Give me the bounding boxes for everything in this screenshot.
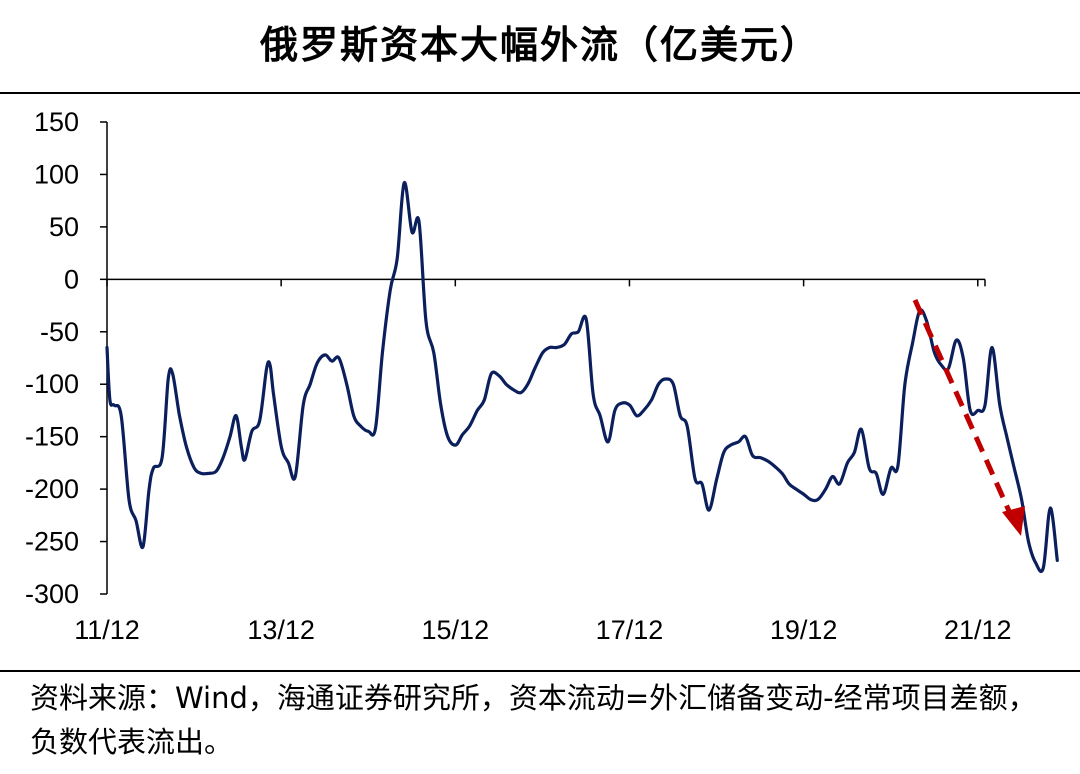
- series-line: [105, 181, 1059, 574]
- y-tick-label: 50: [49, 212, 79, 242]
- x-tick-label: 13/12: [247, 615, 315, 645]
- y-axis: 150 100 50 0 -50 -100 -150 -200 -250 -300: [25, 107, 108, 609]
- trend-arrow-shaft: [912, 298, 1016, 522]
- x-tick-label: 17/12: [596, 615, 664, 645]
- y-tick-label: -200: [25, 474, 79, 504]
- y-tick-label: 150: [34, 107, 79, 137]
- y-tick-label: -100: [25, 369, 79, 399]
- y-tick-label: -50: [40, 317, 79, 347]
- chart-title: 俄罗斯资本大幅外流（亿美元）: [259, 22, 820, 67]
- y-tick-label: -300: [25, 579, 79, 609]
- title-divider: [0, 92, 1080, 94]
- y-tick-label: -150: [25, 422, 79, 452]
- x-axis: 11/12 13/12 15/12 17/12 19/12 21/12: [74, 278, 1012, 645]
- source-divider: [0, 670, 1080, 672]
- line-chart: 150 100 50 0 -50 -100 -150 -200 -250 -300 11/12 13…: [0, 94, 1080, 668]
- y-tick-label: -250: [25, 527, 79, 557]
- x-tick-label: 15/12: [422, 615, 490, 645]
- y-tick-label: 100: [34, 159, 79, 189]
- trend-arrow-head: [1002, 506, 1025, 536]
- chart-canvas: 150 100 50 0 -50 -100 -150 -200 -250 -300 11/12 13…: [25, 107, 1059, 645]
- x-tick-label: 21/12: [944, 615, 1012, 645]
- x-tick-label: 19/12: [770, 615, 838, 645]
- annotation-group: [912, 298, 1025, 536]
- source-note: 资料来源：Wind，海通证券研究所，资本流动=外汇储备变动-经常项目差额，负数代…: [30, 681, 1037, 759]
- series-group: [105, 181, 1059, 574]
- y-tick-label: 0: [64, 264, 79, 294]
- x-tick-label: 11/12: [74, 615, 140, 645]
